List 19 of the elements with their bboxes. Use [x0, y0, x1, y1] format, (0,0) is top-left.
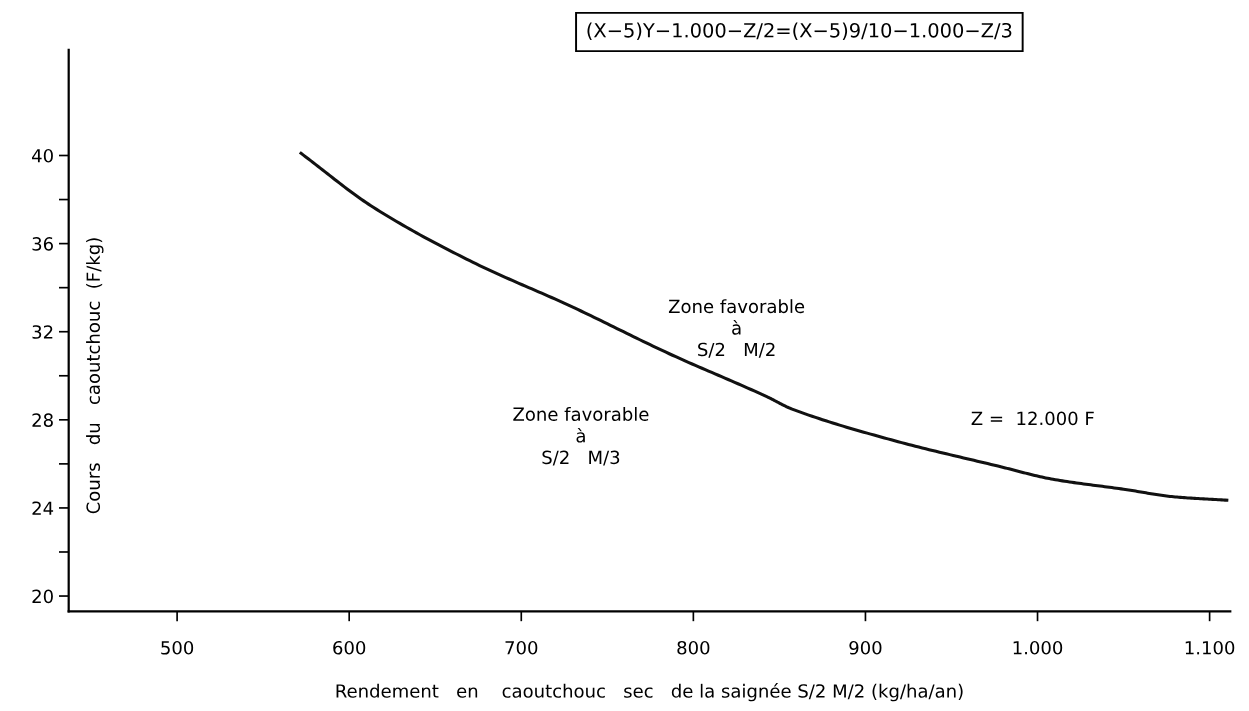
y-tick-label: 32 [32, 325, 53, 339]
x-tick-label: 600 [333, 640, 366, 655]
annotation: Z = 12.000 F [971, 411, 1094, 426]
y-axis-title: Cours du caoutchouc (F/kg) [86, 238, 104, 514]
annotation: Zone favorable à S/2 M/3 [513, 407, 649, 466]
y-tick-label: 40 [32, 148, 53, 163]
x-tick-label: 700 [505, 640, 538, 655]
x-tick-label: 1.100 [1185, 640, 1235, 655]
y-tick-label: 28 [32, 413, 53, 427]
x-axis-title: Rendement en caoutchouc sec de la saignée S/2 M/2 (kg/ha/an) [336, 683, 963, 702]
y-tick-label: 20 [32, 589, 53, 604]
x-tick-label: 500 [161, 640, 194, 655]
y-tick-label: 24 [32, 501, 54, 515]
x-tick-label: 900 [849, 640, 882, 655]
x-tick-label: 1.000 [1013, 640, 1063, 655]
x-tick-label: 800 [677, 640, 710, 655]
annotation: Zone favorable à S/2 M/2 [668, 299, 805, 358]
y-tick-label: 36 [32, 237, 53, 251]
text: (X−5)Y−1.000−Z/2=(X−5)9/10−1.000−Z/3 [587, 22, 1012, 40]
